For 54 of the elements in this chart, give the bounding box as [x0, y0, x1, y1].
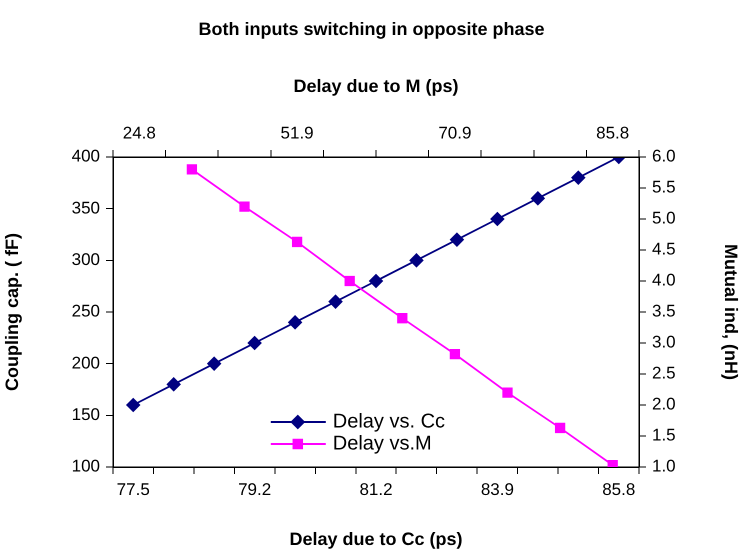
- point: [397, 313, 408, 324]
- y2-tick-label: 2.5: [652, 364, 676, 383]
- x-axis-title: Delay due to Cc (ps): [289, 529, 463, 550]
- point: [369, 274, 383, 288]
- y-axis-title: Coupling cap. ( fF): [2, 233, 22, 391]
- point: [571, 170, 586, 185]
- y2-tick-label: 1.5: [652, 426, 676, 445]
- point: [166, 377, 181, 392]
- chart-title: Both inputs switching in opposite phase: [198, 18, 544, 39]
- point: [450, 349, 460, 360]
- y2-tick-label: 5.5: [652, 178, 676, 197]
- y-tick-label: 350: [72, 198, 100, 218]
- y2-tick-label: 6.0: [652, 146, 676, 166]
- x-tick-label: 79.2: [238, 480, 272, 499]
- y2-tick-label: 4.5: [652, 240, 676, 259]
- y2-tick-label: 1.0: [652, 456, 676, 476]
- point: [328, 294, 342, 309]
- point: [126, 398, 140, 412]
- legend-label: Delay vs. Cc: [332, 410, 446, 433]
- point: [288, 315, 302, 330]
- y2-tick-label: 4.0: [652, 270, 676, 290]
- point: [450, 232, 464, 247]
- x-tick-label: 85.8: [602, 480, 636, 499]
- x-tick-label: 83.9: [480, 480, 514, 499]
- point: [239, 201, 250, 212]
- y-tick-label: 400: [72, 146, 100, 166]
- y-tick-label: 200: [72, 353, 100, 372]
- y2-axis-title: Mutual ind, (nH): [721, 244, 742, 380]
- x-tick-label: 81.2: [359, 480, 393, 499]
- y2-tick-label: 3.5: [652, 302, 676, 321]
- point: [410, 253, 424, 268]
- point: [502, 387, 513, 398]
- y2-tick-label: 3.0: [652, 332, 676, 352]
- point: [292, 236, 302, 248]
- y-tick-label: 150: [72, 405, 100, 424]
- x-tick-label: 24.8: [122, 123, 156, 142]
- x-tick-label: 77.5: [116, 480, 150, 499]
- y-tick-label: 250: [72, 302, 100, 321]
- legend-label: Delay vs.M: [332, 432, 432, 455]
- y-tick-label: 300: [72, 250, 100, 270]
- point: [207, 356, 222, 371]
- x-tick-label: 85.8: [596, 123, 630, 142]
- point: [490, 212, 504, 226]
- point: [186, 164, 198, 175]
- point: [344, 276, 355, 286]
- y2-tick-label: 5.0: [652, 208, 676, 228]
- point: [530, 191, 545, 206]
- x-tick-label: 70.9: [438, 123, 472, 142]
- y-tick-label: 100: [72, 456, 100, 476]
- x-tick-label: 51.9: [280, 123, 314, 142]
- point: [248, 336, 262, 350]
- x2-axis-title: Delay due to M (ps): [293, 76, 459, 96]
- y2-tick-label: 2.0: [652, 394, 676, 414]
- point: [554, 422, 566, 434]
